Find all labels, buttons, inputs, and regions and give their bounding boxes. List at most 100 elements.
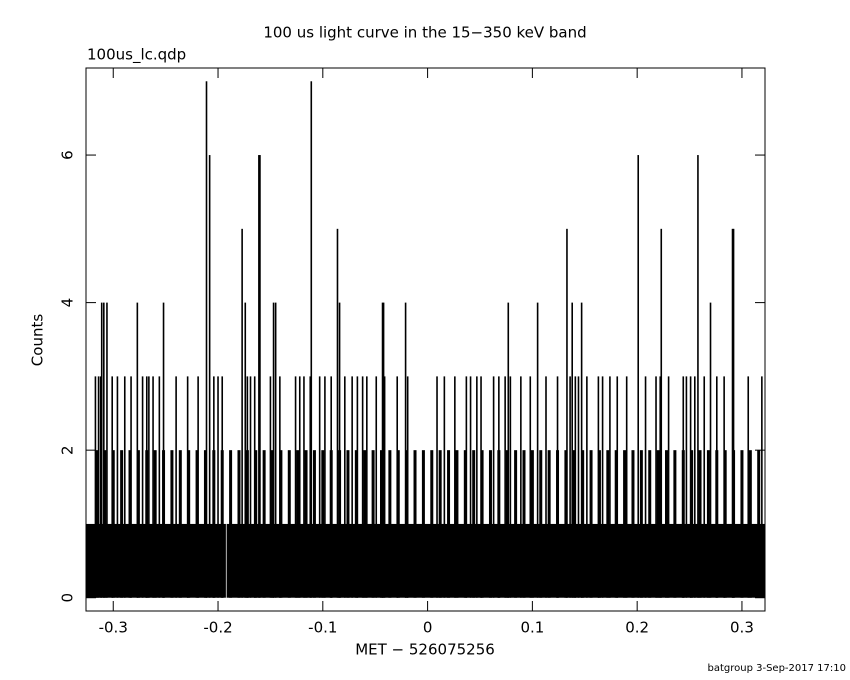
spike [361,376,364,598]
spike [338,450,342,598]
spike [723,450,727,598]
spike [229,450,233,598]
spike [732,228,735,598]
spike [421,450,425,598]
spike [296,450,300,598]
x-tick-label: -0.3 [99,619,128,637]
spike [685,376,688,598]
spike [572,450,576,598]
spike [304,450,308,598]
spike [279,450,283,598]
spike [120,450,124,598]
spike [577,376,580,598]
spike [514,450,518,598]
x-tick-label: 0.2 [625,619,649,637]
spike [589,450,593,598]
spike [258,155,260,598]
spike [128,450,132,598]
spike [396,450,400,598]
spike [312,450,316,598]
spike [145,450,149,598]
spike [94,450,98,598]
spike [463,450,467,598]
spike [294,376,297,598]
spike [351,376,353,598]
spike [547,450,551,598]
spike [581,450,585,598]
spike [241,228,243,598]
spike [269,376,272,598]
spike [205,81,208,598]
spike [99,376,102,598]
spike [254,450,258,598]
spike [740,450,744,598]
spike [405,450,409,598]
spike [644,376,647,598]
spike [637,155,640,598]
spike [545,376,547,598]
spike [111,450,115,598]
spike [175,376,177,598]
spike [509,376,512,598]
spike [346,450,350,598]
spike [259,155,261,598]
spike [614,450,618,598]
spike [321,450,325,598]
spike [530,450,534,598]
spike [505,450,509,598]
spike [271,450,275,598]
spike [566,228,568,598]
spike [100,302,103,598]
spike [601,376,604,598]
spike [748,450,752,598]
spike [690,450,694,598]
spike [170,450,174,598]
spike [693,376,696,598]
spike [520,376,522,598]
spike [336,228,339,598]
spike [732,450,736,598]
spike [136,450,140,598]
spike [318,376,321,598]
spike [287,450,291,598]
spike [329,450,333,598]
spike [522,450,526,598]
spike [656,450,660,598]
spike [447,450,451,598]
spike [148,376,150,598]
spike [480,450,484,598]
spike [761,376,763,598]
y-tick-label: 2 [59,445,77,455]
spike [454,376,456,598]
spike [665,450,669,598]
spike [310,81,313,598]
chart-title: 100 us light curve in the 15−350 keV ban… [263,24,586,42]
spike [438,450,442,598]
spike [436,376,438,598]
x-tick-label: 0.1 [520,619,544,637]
spike [208,155,211,598]
spike [731,228,734,598]
spike [123,376,126,598]
spike [153,450,157,598]
spike [625,376,628,598]
spike [659,376,662,598]
spike [354,450,358,598]
spike [212,450,216,598]
x-tick-label: 0.3 [730,619,754,637]
spike [383,376,386,598]
spike [673,450,677,598]
spike [116,376,119,598]
spike [757,450,761,598]
spike [667,376,670,598]
spike [244,302,247,598]
spike [536,302,539,598]
spike [648,450,652,598]
spike [371,450,375,598]
spike [492,376,495,598]
y-axis-label: Counts [29,314,47,367]
spike [681,450,685,598]
footer: batgroup 3-Sep-2017 17:10 [708,663,847,674]
spike [303,376,305,598]
y-tick-label: 6 [59,150,77,160]
